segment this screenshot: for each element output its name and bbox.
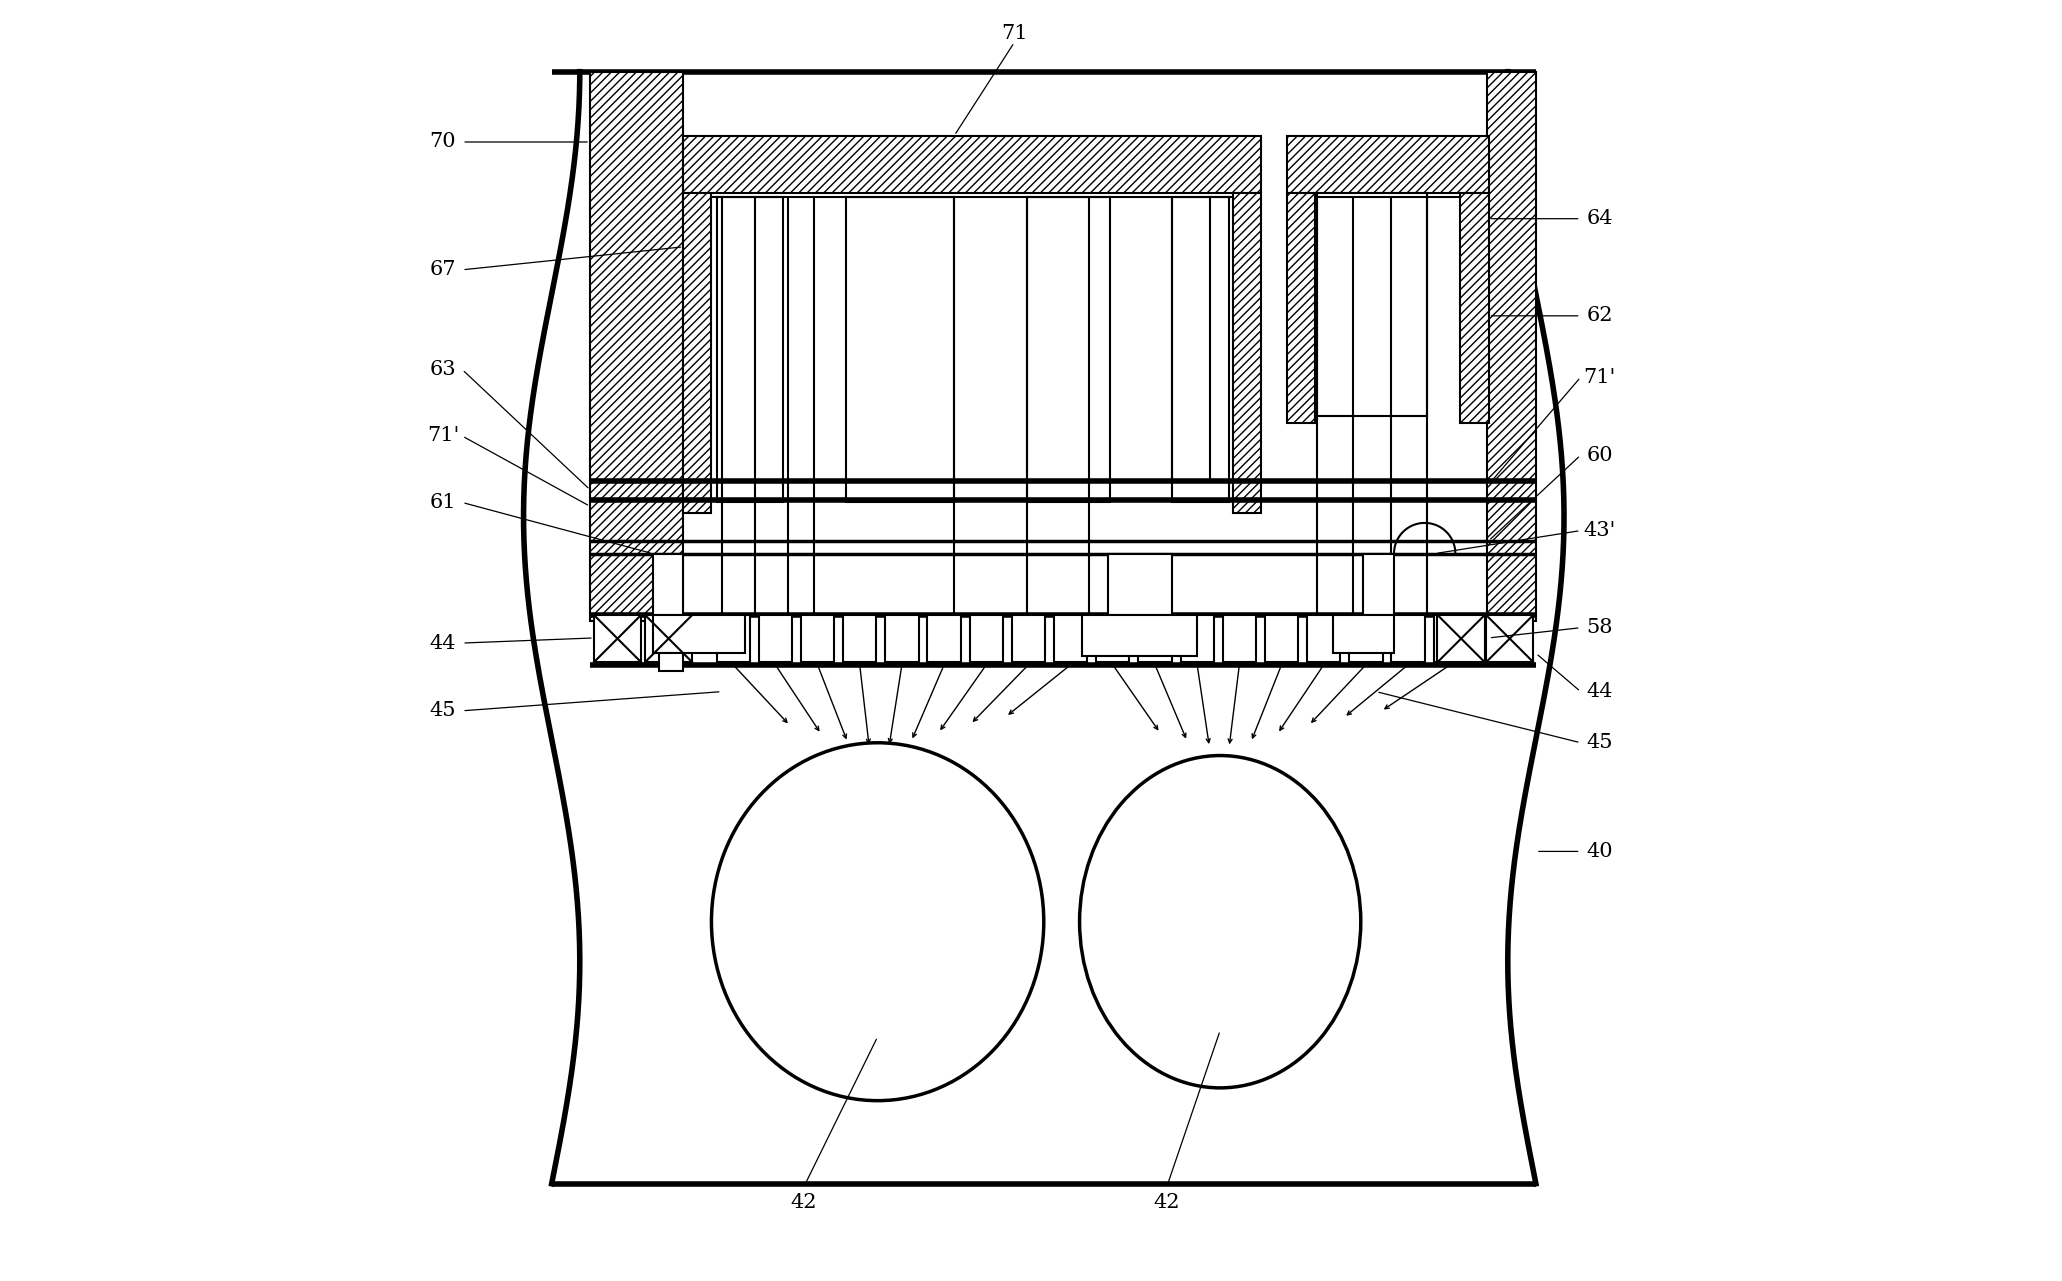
Text: 44: 44 bbox=[429, 634, 456, 652]
Bar bbox=[1107, 553, 1171, 615]
Bar bbox=[1138, 615, 1171, 662]
Text: 42: 42 bbox=[790, 1194, 817, 1212]
Bar bbox=[1264, 615, 1299, 662]
Text: 44: 44 bbox=[1586, 681, 1612, 701]
Bar bbox=[1287, 136, 1489, 193]
Bar bbox=[1287, 193, 1316, 423]
Bar bbox=[1182, 615, 1215, 662]
Bar bbox=[1233, 193, 1262, 512]
Text: 40: 40 bbox=[1586, 842, 1612, 861]
Bar bbox=[928, 615, 961, 662]
Bar bbox=[1307, 615, 1340, 662]
Text: 62: 62 bbox=[1586, 306, 1612, 325]
Bar bbox=[683, 136, 1262, 193]
Bar bbox=[1318, 193, 1427, 415]
Bar bbox=[718, 615, 751, 662]
Bar bbox=[1487, 72, 1536, 621]
Bar bbox=[1460, 193, 1489, 423]
Bar bbox=[590, 72, 683, 621]
Bar bbox=[1083, 615, 1198, 656]
Bar bbox=[845, 197, 955, 502]
Text: 43': 43' bbox=[1584, 521, 1617, 541]
Bar bbox=[885, 615, 918, 662]
Text: 71': 71' bbox=[427, 427, 460, 446]
Bar bbox=[1223, 615, 1256, 662]
Bar bbox=[1054, 615, 1087, 662]
Text: 71': 71' bbox=[1584, 368, 1617, 387]
Bar bbox=[1332, 615, 1394, 653]
Bar bbox=[969, 615, 1002, 662]
Bar bbox=[800, 615, 835, 662]
Text: 45: 45 bbox=[429, 701, 456, 720]
Text: 71: 71 bbox=[1000, 24, 1027, 42]
Bar bbox=[1433, 615, 1466, 662]
Text: 67: 67 bbox=[429, 260, 456, 279]
Bar bbox=[1363, 553, 1394, 615]
Bar bbox=[683, 193, 711, 512]
Bar bbox=[759, 615, 792, 662]
Bar bbox=[660, 653, 683, 671]
Text: 70: 70 bbox=[429, 132, 456, 151]
Bar bbox=[1097, 615, 1130, 662]
Text: 60: 60 bbox=[1586, 446, 1612, 465]
Bar bbox=[1437, 615, 1485, 662]
Text: 45: 45 bbox=[1586, 733, 1612, 752]
Text: 64: 64 bbox=[1586, 209, 1612, 228]
Bar bbox=[1349, 615, 1382, 662]
Text: 63: 63 bbox=[429, 360, 456, 379]
Text: 58: 58 bbox=[1586, 619, 1612, 637]
Bar bbox=[843, 615, 876, 662]
Bar bbox=[654, 553, 683, 615]
Bar bbox=[645, 615, 693, 662]
Text: 61: 61 bbox=[429, 493, 456, 512]
Bar bbox=[1171, 197, 1229, 502]
Bar bbox=[1487, 615, 1534, 662]
Bar bbox=[1012, 615, 1045, 662]
Bar bbox=[1392, 615, 1425, 662]
Bar bbox=[1027, 197, 1109, 502]
Text: 42: 42 bbox=[1153, 1194, 1179, 1212]
Bar bbox=[654, 615, 744, 653]
Bar bbox=[594, 615, 641, 662]
Bar bbox=[718, 197, 784, 502]
